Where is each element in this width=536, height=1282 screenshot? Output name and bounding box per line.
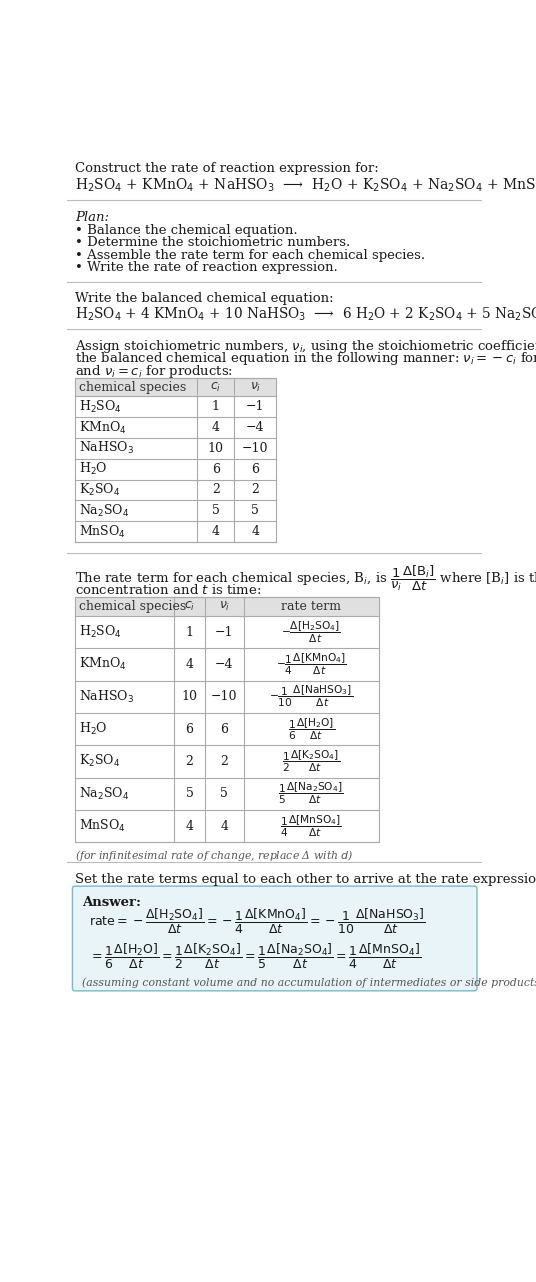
Text: KMnO$_4$: KMnO$_4$ [79,419,127,436]
Text: −4: −4 [246,420,265,435]
Text: K$_2$SO$_4$: K$_2$SO$_4$ [79,754,121,769]
Text: −1: −1 [215,626,234,638]
Text: Plan:: Plan: [75,210,109,224]
Text: 5: 5 [185,787,193,800]
Text: (assuming constant volume and no accumulation of intermediates or side products): (assuming constant volume and no accumul… [83,978,536,988]
Text: $-\dfrac{1}{4}\dfrac{\Delta[\mathrm{KMnO_4}]}{\Delta t}$: $-\dfrac{1}{4}\dfrac{\Delta[\mathrm{KMnO… [276,651,347,677]
Text: 2: 2 [185,755,193,768]
Text: 6: 6 [212,463,220,476]
Text: (for infinitesimal rate of change, replace Δ with $d$): (for infinitesimal rate of change, repla… [75,849,353,863]
Text: KMnO$_4$: KMnO$_4$ [79,656,127,672]
Text: −1: −1 [246,400,265,413]
Text: K$_2$SO$_4$: K$_2$SO$_4$ [79,482,121,497]
Text: 10: 10 [182,690,197,704]
Text: Write the balanced chemical equation:: Write the balanced chemical equation: [75,292,333,305]
Text: 6: 6 [220,723,228,736]
Text: 1: 1 [185,626,193,638]
Bar [75,597,378,615]
Text: Answer:: Answer: [83,896,142,909]
Text: $\mathrm{rate} = -\dfrac{\Delta[\mathrm{H_2SO_4}]}{\Delta t} = -\dfrac{1}{4}\dfr: $\mathrm{rate} = -\dfrac{\Delta[\mathrm{… [88,906,426,936]
Text: 2: 2 [212,483,220,496]
Text: $\dfrac{1}{4}\dfrac{\Delta[\mathrm{MnSO_4}]}{\Delta t}$: $\dfrac{1}{4}\dfrac{\Delta[\mathrm{MnSO_… [280,813,342,838]
Text: the balanced chemical equation in the following manner: $\nu_i = -c_i$ for react: the balanced chemical equation in the fo… [75,350,536,367]
Text: • Determine the stoichiometric numbers.: • Determine the stoichiometric numbers. [75,236,350,249]
Text: 4: 4 [251,526,259,538]
Text: 4: 4 [212,420,220,435]
Text: 4: 4 [185,819,193,832]
Text: Na$_2$SO$_4$: Na$_2$SO$_4$ [79,503,130,519]
Text: 2: 2 [220,755,228,768]
Text: $\dfrac{1}{6}\dfrac{\Delta[\mathrm{H_2O}]}{\Delta t}$: $\dfrac{1}{6}\dfrac{\Delta[\mathrm{H_2O}… [287,717,334,742]
Text: $c_i$: $c_i$ [210,381,221,394]
Text: H$_2$O: H$_2$O [79,720,108,737]
Text: $= \dfrac{1}{6}\dfrac{\Delta[\mathrm{H_2O}]}{\Delta t} = \dfrac{1}{2}\dfrac{\Del: $= \dfrac{1}{6}\dfrac{\Delta[\mathrm{H_2… [88,942,421,972]
Text: Set the rate terms equal to each other to arrive at the rate expression:: Set the rate terms equal to each other t… [75,873,536,886]
Text: H$_2$O: H$_2$O [79,462,108,477]
Text: rate term: rate term [281,600,341,613]
Text: chemical species: chemical species [79,381,187,394]
Text: • Write the rate of reaction expression.: • Write the rate of reaction expression. [75,260,338,274]
Text: H$_2$SO$_4$ + 4 KMnO$_4$ + 10 NaHSO$_3$  ⟶  6 H$_2$O + 2 K$_2$SO$_4$ + 5 Na$_2$S: H$_2$SO$_4$ + 4 KMnO$_4$ + 10 NaHSO$_3$ … [75,305,536,323]
Text: 4: 4 [212,526,220,538]
Text: $c_i$: $c_i$ [184,600,195,613]
Text: −10: −10 [242,442,269,455]
Text: Assign stoichiometric numbers, $\nu_i$, using the stoichiometric coefficients, $: Assign stoichiometric numbers, $\nu_i$, … [75,338,536,355]
Text: $-\dfrac{1}{10}\dfrac{\Delta[\mathrm{NaHSO_3}]}{\Delta t}$: $-\dfrac{1}{10}\dfrac{\Delta[\mathrm{NaH… [269,685,353,709]
Text: NaHSO$_3$: NaHSO$_3$ [79,440,135,456]
Text: chemical species: chemical species [79,600,187,613]
Text: concentration and $t$ is time:: concentration and $t$ is time: [75,583,261,597]
Bar [75,378,276,542]
Text: $\nu_i$: $\nu_i$ [219,600,230,613]
Text: 5: 5 [212,504,220,517]
Text: The rate term for each chemical species, B$_i$, is $\dfrac{1}{\nu_i}\dfrac{\Delt: The rate term for each chemical species,… [75,564,536,592]
Text: and $\nu_i = c_i$ for products:: and $\nu_i = c_i$ for products: [75,363,233,379]
Text: 1: 1 [212,400,220,413]
Text: H$_2$SO$_4$: H$_2$SO$_4$ [79,399,122,415]
Text: 5: 5 [220,787,228,800]
Text: Na$_2$SO$_4$: Na$_2$SO$_4$ [79,786,130,801]
Text: • Assemble the rate term for each chemical species.: • Assemble the rate term for each chemic… [75,249,425,262]
Text: MnSO$_4$: MnSO$_4$ [79,818,126,835]
Text: 4: 4 [185,658,193,670]
Text: H$_2$SO$_4$ + KMnO$_4$ + NaHSO$_3$  ⟶  H$_2$O + K$_2$SO$_4$ + Na$_2$SO$_4$ + MnS: H$_2$SO$_4$ + KMnO$_4$ + NaHSO$_3$ ⟶ H$_… [75,177,536,195]
Text: MnSO$_4$: MnSO$_4$ [79,523,126,540]
Text: 4: 4 [220,819,228,832]
Text: Construct the rate of reaction expression for:: Construct the rate of reaction expressio… [75,162,378,174]
Text: $\nu_i$: $\nu_i$ [250,381,261,394]
Text: $-\dfrac{\Delta[\mathrm{H_2SO_4}]}{\Delta t}$: $-\dfrac{\Delta[\mathrm{H_2SO_4}]}{\Delt… [281,619,341,645]
Text: 6: 6 [185,723,193,736]
Text: 2: 2 [251,483,259,496]
Text: $\dfrac{1}{5}\dfrac{\Delta[\mathrm{Na_2SO_4}]}{\Delta t}$: $\dfrac{1}{5}\dfrac{\Delta[\mathrm{Na_2S… [278,781,344,806]
Text: NaHSO$_3$: NaHSO$_3$ [79,688,135,705]
Text: −10: −10 [211,690,237,704]
Text: • Balance the chemical equation.: • Balance the chemical equation. [75,224,297,237]
FancyBboxPatch shape [72,886,477,991]
Text: −4: −4 [215,658,234,670]
Text: 6: 6 [251,463,259,476]
Bar [75,378,276,396]
Text: H$_2$SO$_4$: H$_2$SO$_4$ [79,624,122,640]
Text: 10: 10 [208,442,224,455]
Text: 5: 5 [251,504,259,517]
Text: $\dfrac{1}{2}\dfrac{\Delta[\mathrm{K_2SO_4}]}{\Delta t}$: $\dfrac{1}{2}\dfrac{\Delta[\mathrm{K_2SO… [282,749,340,774]
Bar [75,597,378,842]
